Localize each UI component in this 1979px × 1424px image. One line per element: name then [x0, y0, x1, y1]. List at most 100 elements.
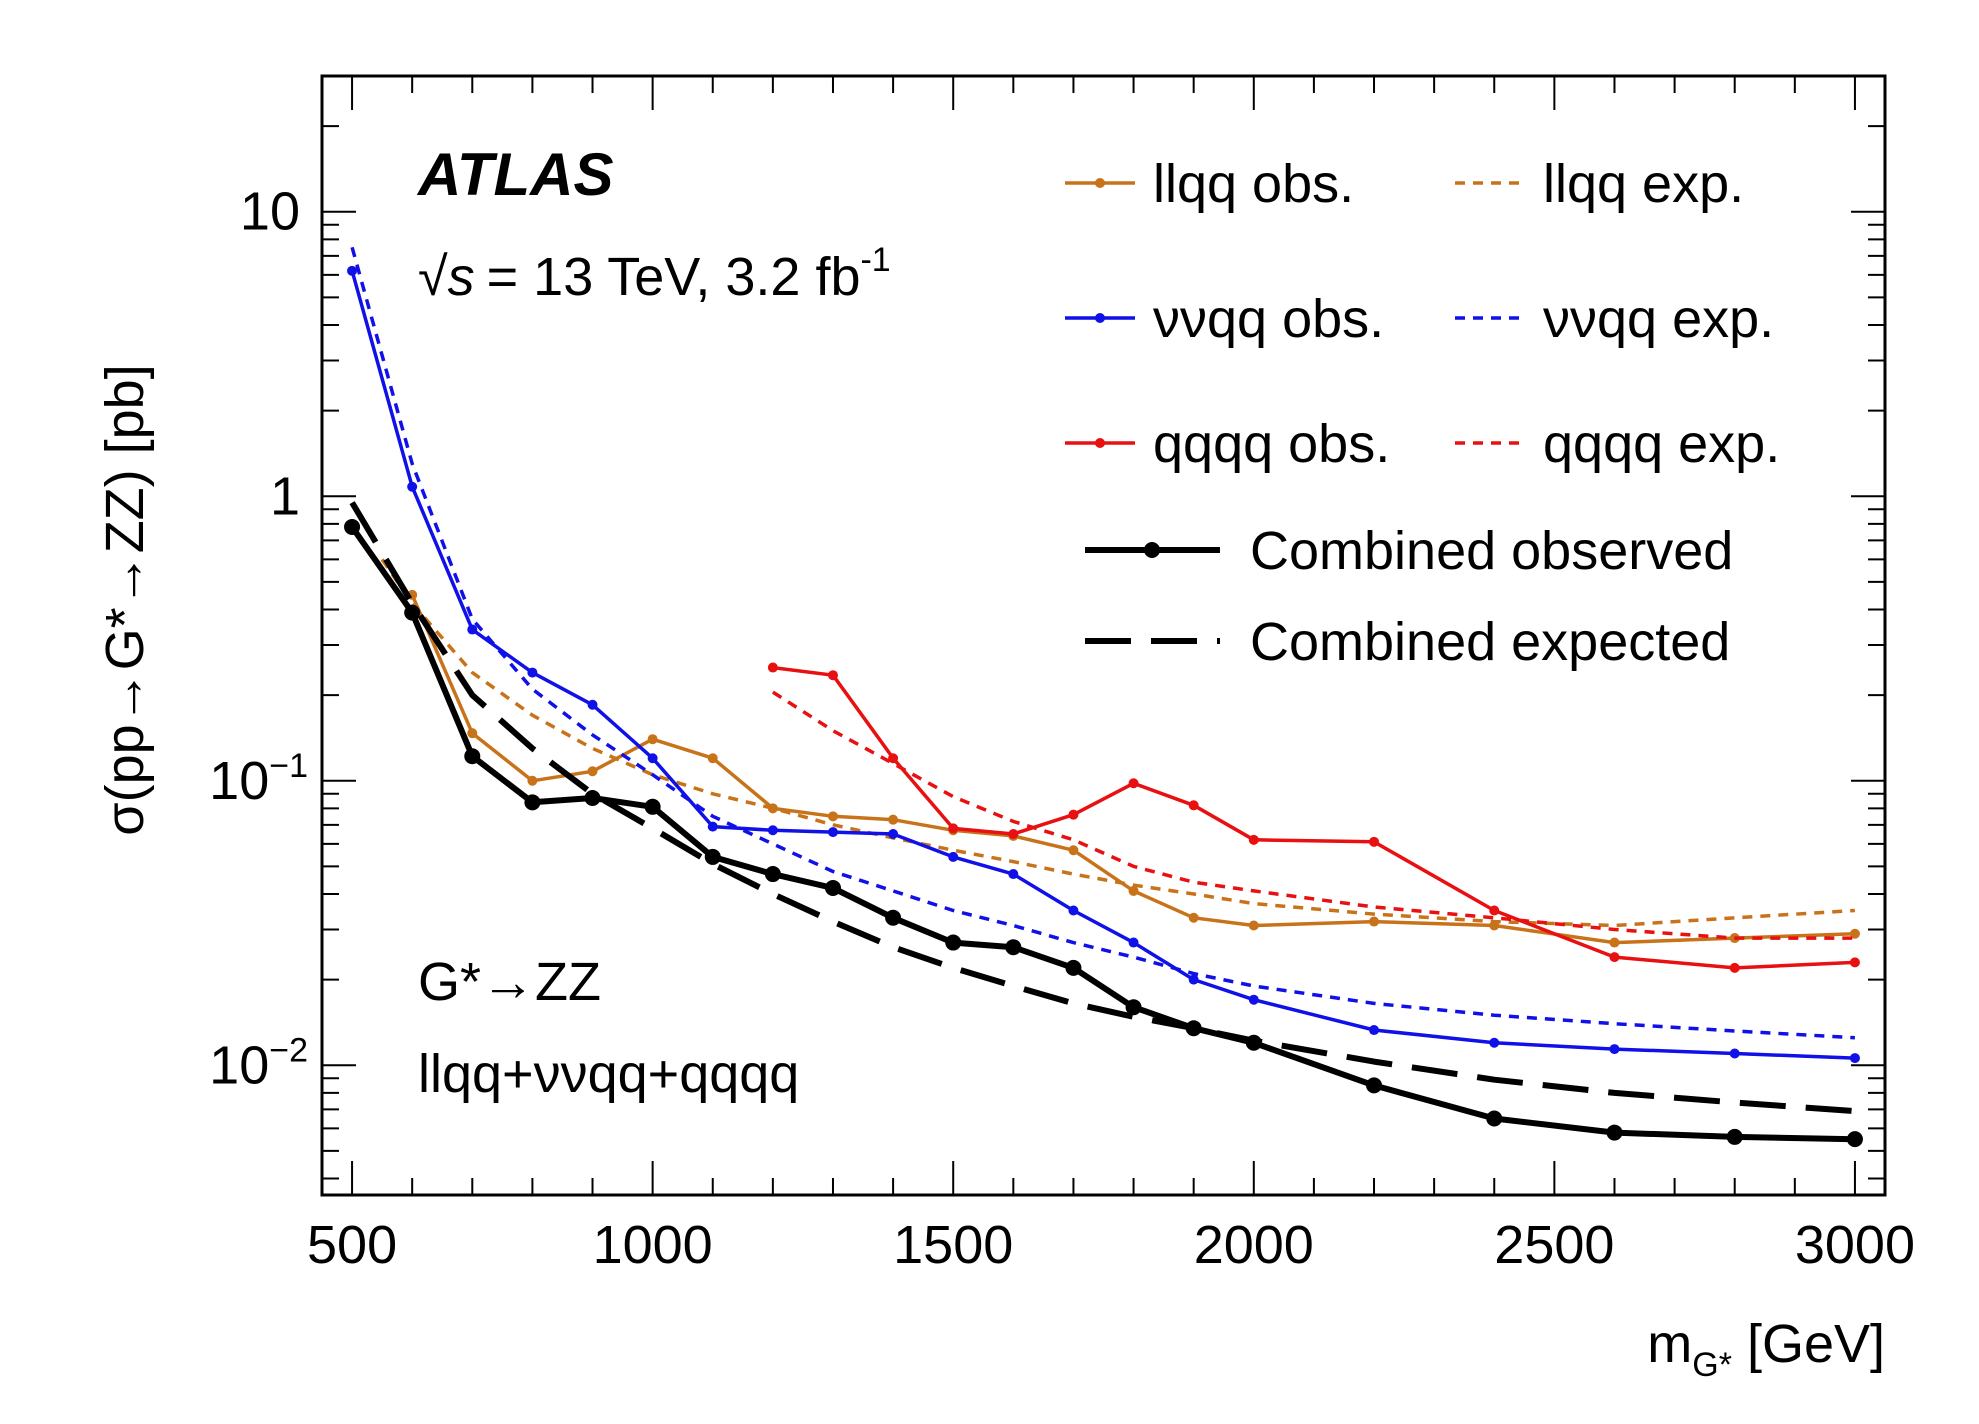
data-point	[647, 753, 658, 764]
x-axis-label-main: m	[1647, 1314, 1692, 1374]
x-tick-label: 2500	[1494, 1215, 1614, 1275]
data-point	[888, 828, 899, 839]
data-point	[885, 909, 902, 926]
y-tick-label: 10−1	[209, 747, 308, 811]
data-point	[1188, 912, 1199, 923]
x-axis-label-sub: G*	[1692, 1346, 1732, 1384]
legend-label: qqqq exp.	[1543, 414, 1780, 474]
data-point	[647, 734, 658, 745]
data-point	[1726, 1128, 1743, 1145]
x-tick-label: 1500	[893, 1215, 1013, 1275]
data-point	[707, 753, 718, 764]
data-point	[1849, 957, 1860, 968]
data-point	[1849, 1053, 1860, 1064]
data-point	[1729, 962, 1740, 973]
data-point	[1188, 974, 1199, 985]
legend-label: Combined observed	[1250, 521, 1733, 581]
y-tick-label: 10−2	[209, 1031, 308, 1095]
data-point	[827, 811, 838, 822]
data-point	[1369, 1025, 1380, 1036]
data-point	[1606, 1124, 1623, 1141]
data-point	[704, 848, 721, 865]
data-point	[1068, 845, 1079, 856]
legend: llqq obs. llqq exp. ννqq obs. ννqq exp. qqqq…	[1065, 154, 1780, 672]
data-point	[824, 879, 841, 896]
data-point	[1366, 1077, 1383, 1094]
data-point	[347, 265, 358, 276]
y-tick-label: 1	[270, 466, 300, 526]
energy-sup: -1	[860, 241, 890, 279]
data-point	[467, 728, 478, 739]
data-point	[1248, 834, 1259, 845]
atlas-label: ATLAS	[416, 141, 614, 208]
data-point	[404, 604, 421, 621]
data-point	[888, 814, 899, 825]
data-point	[1369, 916, 1380, 927]
x-tick-label: 3000	[1795, 1215, 1915, 1275]
data-point	[527, 667, 538, 678]
series-line-llqq-obs-	[410, 594, 1855, 945]
data-point	[1008, 828, 1019, 839]
legend-marker	[1095, 313, 1105, 323]
energy-s: s	[448, 247, 475, 307]
data-point	[764, 866, 781, 883]
series-layer	[344, 246, 1863, 1148]
series-line--qq-exp-	[350, 246, 1855, 1040]
data-point	[1486, 1110, 1503, 1127]
data-point	[644, 798, 661, 815]
x-axis-label-rest: [GeV]	[1732, 1314, 1885, 1374]
x-axis-label: mG* [GeV]	[1647, 1314, 1885, 1384]
legend-marker	[1144, 542, 1160, 558]
y-tick-label-base: 10	[209, 1035, 269, 1095]
data-point	[1846, 1131, 1863, 1148]
data-point	[464, 748, 481, 765]
process-label-1: G*→ZZ	[418, 952, 601, 1012]
y-tick-label-base: 10	[209, 751, 269, 811]
data-point	[1188, 800, 1199, 811]
legend-marker	[1095, 178, 1105, 188]
y-tick-label-exp: −2	[269, 1031, 308, 1069]
y-tick-label: 10	[240, 182, 300, 242]
legend-label: qqqq obs.	[1153, 414, 1390, 474]
data-point	[827, 827, 838, 838]
series-line-llqq-exp-	[380, 558, 1856, 928]
data-point	[1128, 885, 1139, 896]
data-point	[767, 662, 778, 673]
legend-label: llqq obs.	[1153, 154, 1354, 214]
x-tick-label: 2000	[1194, 1215, 1314, 1275]
data-point	[527, 775, 538, 786]
data-point	[524, 794, 541, 811]
process-label-2: llqq+ννqq+qqqq	[418, 1044, 799, 1104]
data-point	[407, 481, 418, 492]
data-point	[827, 670, 838, 681]
data-point	[1005, 939, 1022, 956]
data-point	[587, 766, 598, 777]
data-point	[1369, 836, 1380, 847]
series-line-combined-expected	[349, 501, 1856, 1115]
legend-label: Combined expected	[1250, 612, 1730, 672]
data-point	[945, 934, 962, 951]
data-point	[1248, 994, 1259, 1005]
data-point	[1068, 809, 1079, 820]
data-point	[767, 825, 778, 836]
energy-label: √s = 13 TeV, 3.2 fb-1	[418, 241, 891, 307]
legend-label: ννqq obs.	[1153, 289, 1384, 349]
legend-marker	[1095, 438, 1105, 448]
data-point	[948, 851, 959, 862]
data-point	[587, 699, 598, 710]
data-point	[344, 518, 361, 535]
data-point	[1125, 999, 1142, 1016]
data-point	[1609, 1044, 1620, 1055]
data-point	[948, 823, 959, 834]
data-point	[467, 624, 478, 635]
data-point	[1065, 959, 1082, 976]
data-point	[1609, 952, 1620, 963]
data-point	[1609, 937, 1620, 948]
energy-text: = 13 TeV, 3.2 fb	[487, 247, 861, 307]
data-point	[1248, 920, 1259, 931]
data-point	[1008, 869, 1019, 880]
x-tick-label: 1000	[593, 1215, 713, 1275]
data-point	[1489, 905, 1500, 916]
legend-label: ννqq exp.	[1543, 289, 1774, 349]
